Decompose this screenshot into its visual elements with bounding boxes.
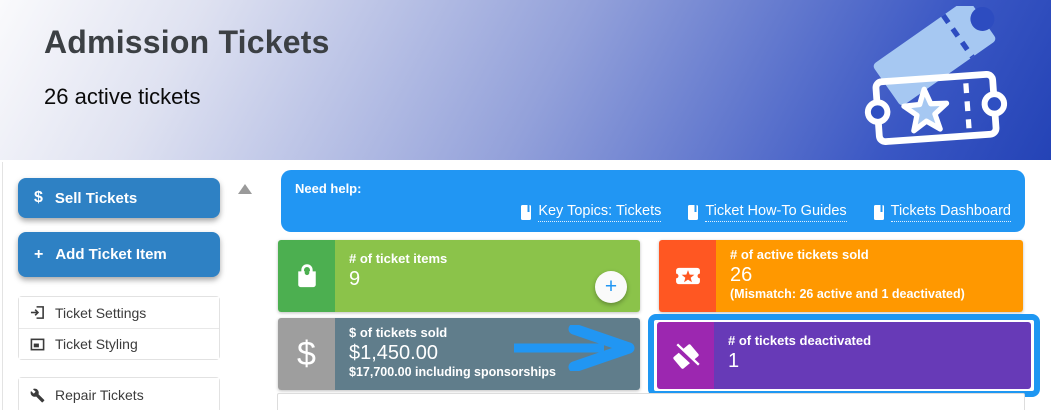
ticket-settings-list: Ticket Settings Ticket Styling	[18, 296, 220, 360]
content-panel-below	[277, 393, 1025, 410]
sidebar-item-ticket-styling[interactable]: Ticket Styling	[19, 328, 219, 359]
tickets-dashboard-label: Tickets Dashboard	[890, 203, 1011, 222]
shopping-bag-icon	[278, 240, 335, 312]
need-help-label: Need help:	[295, 181, 362, 196]
repair-tickets-label: Repair Tickets	[55, 387, 144, 403]
annotation-highlight-box: # of tickets deactivated 1	[648, 314, 1040, 397]
ticket-items-value: 9	[349, 268, 361, 290]
link-key-topics-tickets[interactable]: Key Topics: Tickets	[521, 203, 662, 222]
ticket-star-icon	[659, 240, 716, 312]
ticket-items-card-body: # of ticket items 9 +	[335, 240, 640, 312]
plus-icon: +	[34, 245, 44, 263]
add-ticket-item-button[interactable]: + Add Ticket Item	[18, 232, 220, 277]
ticket-styling-label: Ticket Styling	[55, 336, 138, 352]
tickets-illustration-icon	[858, 0, 1008, 161]
tickets-deactivated-body: # of tickets deactivated 1	[714, 322, 1031, 389]
dollar-sign-icon: $	[278, 318, 335, 390]
dollars-sold-value: $1,450.00	[349, 342, 438, 364]
mismatch-note: (Mismatch: 26 active and 1 deactivated)	[730, 287, 965, 301]
active-tickets-sold-body: # of active tickets sold 26 (Mismatch: 2…	[716, 240, 1023, 312]
add-ticket-item-circle-button[interactable]: +	[595, 271, 627, 303]
page-title: Admission Tickets	[44, 24, 330, 60]
dollars-sold-body: $ of tickets sold $1,450.00 $17,700.00 i…	[335, 318, 640, 390]
ticket-items-title: # of ticket items	[349, 251, 448, 266]
ticket-settings-label: Ticket Settings	[55, 304, 147, 321]
sell-tickets-label: Sell Tickets	[54, 189, 138, 207]
page-left-divider	[2, 162, 3, 410]
active-tickets-count: 26 active tickets	[44, 84, 201, 109]
scroll-up-arrow[interactable]	[238, 184, 252, 194]
how-to-guides-label: Ticket How-To Guides	[705, 203, 847, 222]
tickets-deactivated-value: 1	[728, 350, 740, 372]
tickets-deactivated-card: # of tickets deactivated 1	[657, 322, 1031, 389]
book-icon	[521, 205, 532, 220]
active-tickets-sold-value: 26	[730, 264, 753, 286]
active-tickets-sold-card: # of active tickets sold 26 (Mismatch: 2…	[659, 240, 1023, 312]
deactivated-ticket-icon	[657, 322, 714, 389]
dollars-sold-title: $ of tickets sold	[349, 325, 448, 340]
link-tickets-dashboard[interactable]: Tickets Dashboard	[873, 203, 1011, 222]
sidebar: $ Sell Tickets + Add Ticket Item Ticket …	[18, 178, 220, 410]
ticket-items-card: # of ticket items 9 +	[278, 240, 640, 312]
sponsorships-note: $17,700.00 including sponsorships	[349, 365, 557, 379]
styling-icon	[30, 338, 45, 350]
wrench-icon	[30, 388, 45, 402]
repair-tickets-list: Repair Tickets	[18, 377, 220, 410]
help-links: Key Topics: Tickets Ticket How-To Guides…	[521, 203, 1011, 222]
enter-icon	[30, 306, 44, 319]
sidebar-item-repair-tickets[interactable]: Repair Tickets	[19, 378, 219, 410]
key-topics-label: Key Topics: Tickets	[538, 203, 662, 222]
book-icon	[688, 205, 699, 220]
tickets-deactivated-title: # of tickets deactivated	[728, 333, 872, 348]
dollars-sold-card: $ $ of tickets sold $1,450.00 $17,700.00…	[278, 318, 640, 390]
sell-tickets-button[interactable]: $ Sell Tickets	[18, 178, 220, 218]
page-header: Admission Tickets 26 active tickets	[0, 0, 1051, 160]
sidebar-item-ticket-settings[interactable]: Ticket Settings	[19, 297, 219, 328]
link-ticket-how-to-guides[interactable]: Ticket How-To Guides	[688, 203, 847, 222]
active-tickets-sold-title: # of active tickets sold	[730, 247, 869, 262]
need-help-bar: Need help: Key Topics: Tickets Ticket Ho…	[281, 170, 1025, 232]
dollar-icon: $	[34, 189, 43, 206]
book-icon	[873, 205, 884, 220]
add-ticket-item-label: Add Ticket Item	[55, 246, 167, 263]
